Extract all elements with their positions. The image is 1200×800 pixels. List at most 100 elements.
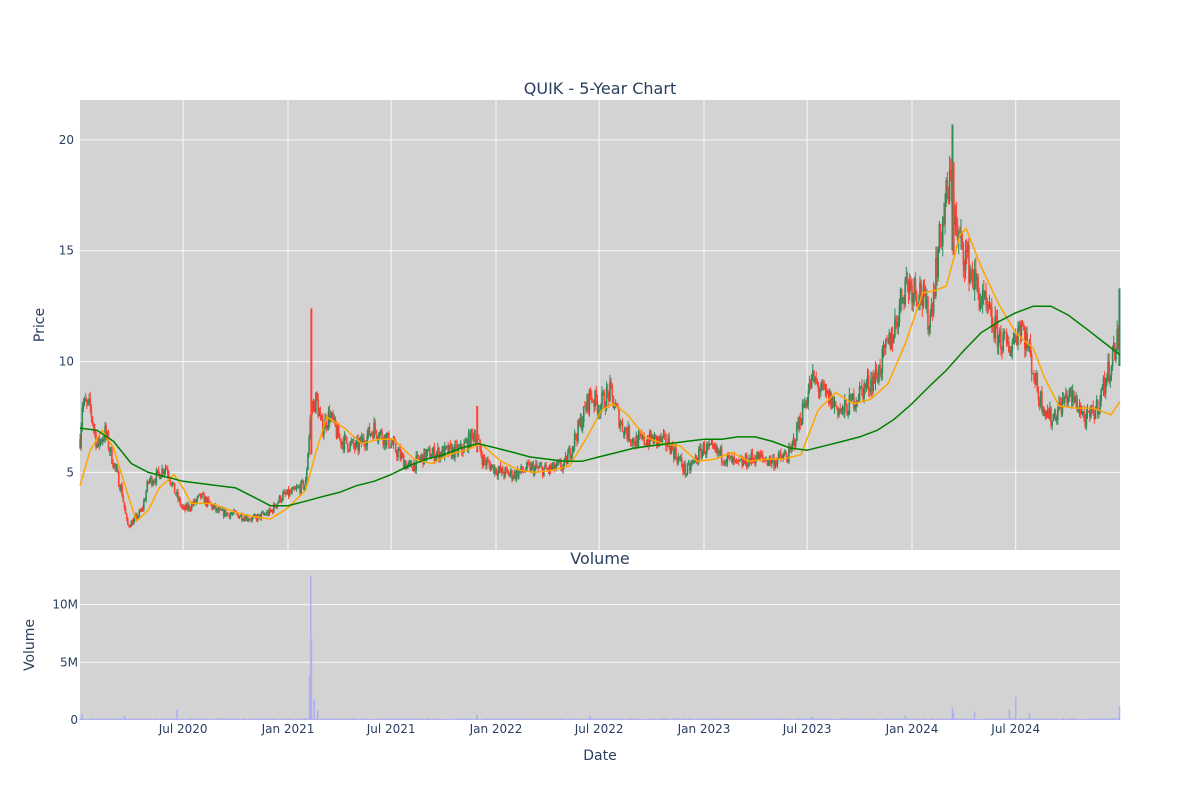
candle-body bbox=[451, 447, 454, 458]
volume-bar bbox=[566, 719, 568, 720]
volume-bar bbox=[185, 719, 187, 720]
volume-bar bbox=[449, 718, 452, 720]
candle-body bbox=[511, 470, 513, 480]
volume-bar bbox=[905, 718, 907, 720]
candle-body bbox=[187, 505, 190, 510]
candle-body bbox=[858, 386, 861, 400]
candle-body bbox=[279, 495, 282, 502]
volume-bar bbox=[417, 718, 420, 720]
volume-bar bbox=[513, 718, 515, 720]
volume-bar bbox=[1094, 718, 1097, 720]
candle-body bbox=[888, 332, 891, 344]
volume-bar bbox=[946, 718, 948, 720]
candle-body bbox=[714, 446, 716, 450]
volume-bar bbox=[366, 718, 368, 720]
candle-body bbox=[924, 293, 927, 309]
volume-bar bbox=[1082, 718, 1084, 720]
volume-bar bbox=[243, 718, 245, 720]
volume-bar bbox=[732, 719, 734, 720]
candle-body bbox=[936, 258, 938, 278]
candle-body bbox=[220, 509, 223, 511]
candle-body bbox=[141, 508, 144, 510]
volume-bar-peak bbox=[310, 639, 313, 720]
candle-body bbox=[396, 451, 398, 458]
volume-bar bbox=[554, 718, 556, 720]
candle-body bbox=[127, 519, 129, 525]
candle-body bbox=[813, 370, 815, 382]
volume-bar bbox=[856, 718, 858, 720]
volume-bar bbox=[914, 718, 917, 720]
volume-bar bbox=[722, 718, 724, 720]
volume-bar bbox=[596, 718, 599, 720]
volume-bar bbox=[533, 718, 535, 720]
candle-body bbox=[1077, 411, 1080, 413]
volume-bar bbox=[334, 719, 336, 720]
candle-body bbox=[791, 442, 794, 448]
candle-body bbox=[919, 282, 921, 302]
volume-bar bbox=[373, 719, 375, 720]
candle-body bbox=[1088, 412, 1091, 417]
candle-body bbox=[109, 447, 112, 452]
volume-bar bbox=[1011, 718, 1013, 720]
volume-bar bbox=[646, 719, 649, 720]
volume-bar bbox=[466, 719, 469, 720]
volume-bar-peak bbox=[313, 699, 316, 720]
volume-bar-peak bbox=[951, 707, 954, 720]
volume-bar bbox=[224, 718, 226, 720]
candle-body bbox=[684, 463, 686, 475]
volume-bar bbox=[429, 718, 431, 720]
volume-bar bbox=[717, 718, 719, 720]
volume-bar bbox=[950, 718, 952, 720]
volume-bar bbox=[691, 718, 693, 720]
candle-body bbox=[682, 466, 684, 472]
volume-bar bbox=[652, 718, 654, 720]
volume-bar bbox=[697, 718, 699, 720]
candle-body bbox=[828, 390, 830, 404]
volume-bar bbox=[657, 719, 659, 720]
candle-body bbox=[1055, 419, 1058, 421]
volume-bar bbox=[546, 718, 548, 720]
candle-body bbox=[278, 495, 281, 502]
volume-bar bbox=[972, 719, 975, 720]
volume-plot-area[interactable] bbox=[80, 570, 1120, 720]
candle-body bbox=[258, 514, 260, 516]
candle-body bbox=[245, 516, 248, 521]
volume-bar bbox=[790, 718, 792, 720]
candle-body bbox=[213, 505, 216, 507]
candle-body bbox=[365, 445, 367, 447]
volume-bar bbox=[287, 718, 290, 720]
price-plot-area[interactable] bbox=[80, 100, 1120, 550]
candle-body bbox=[585, 407, 587, 411]
volume-bar bbox=[177, 718, 179, 720]
volume-bar bbox=[331, 718, 333, 720]
volume-bar bbox=[343, 718, 346, 720]
candle-body bbox=[166, 468, 169, 475]
candle-body bbox=[667, 437, 669, 447]
candle-body bbox=[162, 468, 164, 475]
candle-body bbox=[474, 434, 477, 443]
candle-body bbox=[549, 465, 552, 470]
candle-body bbox=[774, 461, 777, 468]
volume-bar bbox=[708, 718, 710, 720]
volume-bar bbox=[458, 719, 461, 720]
candle-body bbox=[528, 463, 530, 465]
candle-body bbox=[103, 439, 105, 441]
candle-body bbox=[969, 270, 971, 283]
volume-bar bbox=[570, 718, 572, 720]
candle-body bbox=[817, 384, 820, 392]
candle-body bbox=[586, 394, 588, 411]
volume-bar bbox=[1017, 719, 1019, 720]
candle-body bbox=[152, 482, 154, 486]
candle-body bbox=[642, 434, 644, 439]
volume-bar bbox=[758, 718, 760, 720]
volume-bar bbox=[423, 719, 425, 720]
volume-bar bbox=[193, 718, 195, 720]
candle-body bbox=[533, 467, 536, 475]
candle-body bbox=[653, 434, 656, 444]
candle-body bbox=[132, 519, 135, 525]
candle-body bbox=[529, 463, 531, 472]
volume-bar bbox=[927, 718, 929, 720]
volume-bar bbox=[297, 718, 299, 720]
volume-bar bbox=[119, 719, 121, 720]
candle-body bbox=[105, 425, 108, 437]
